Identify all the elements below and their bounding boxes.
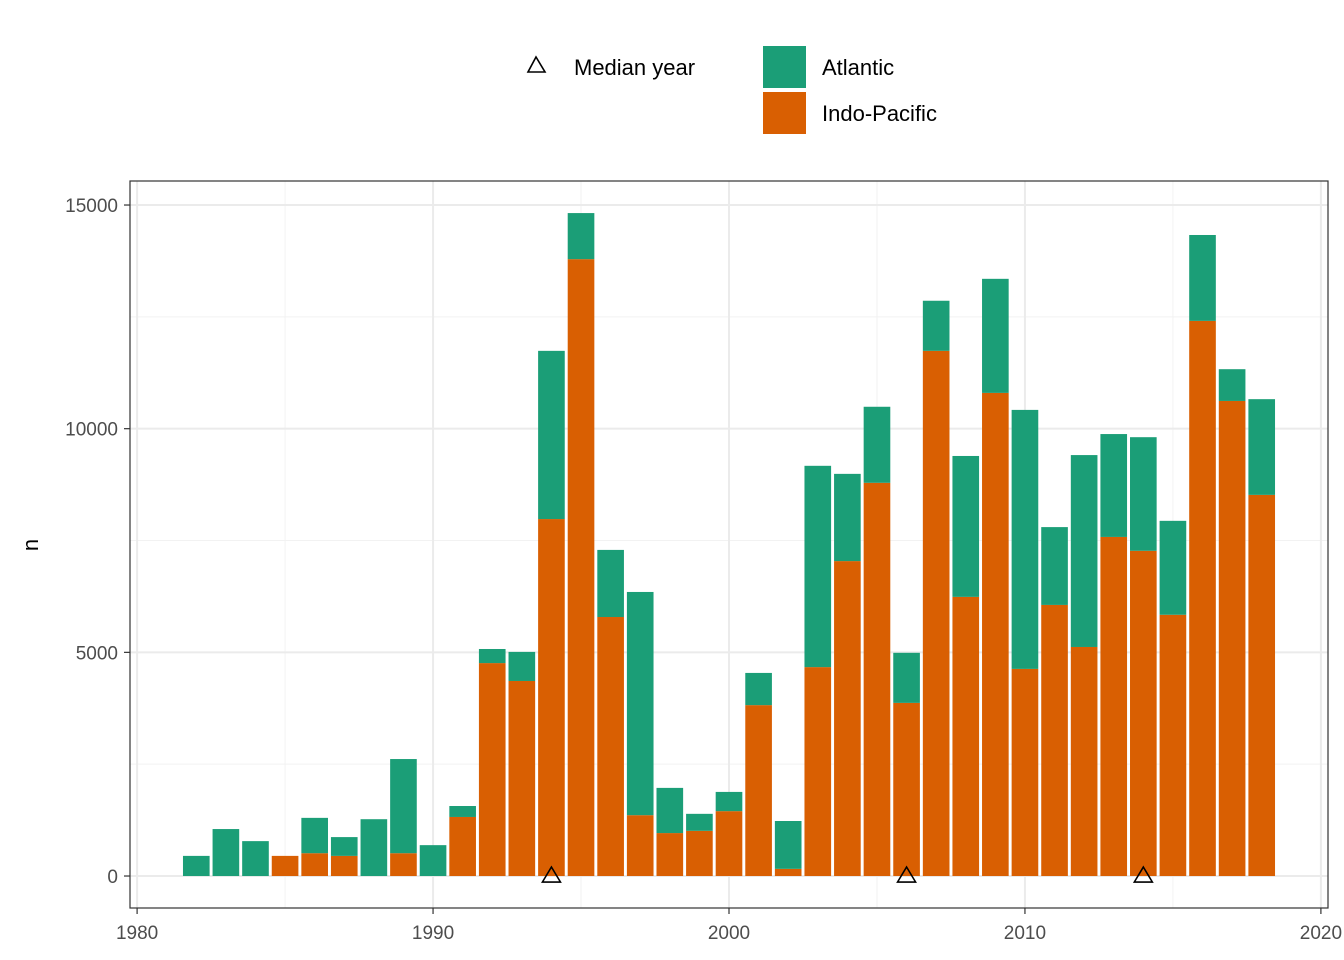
legend-indo-pacific-label: Indo-Pacific xyxy=(822,101,937,126)
bar-indo-pacific-1991 xyxy=(449,816,476,877)
x-tick-label-2010: 2010 xyxy=(1004,923,1046,944)
x-tick-label-2020: 2020 xyxy=(1300,923,1342,944)
bar-atlantic-2009 xyxy=(982,278,1009,393)
x-tick-label-1990: 1990 xyxy=(412,923,454,944)
bar-atlantic-2011 xyxy=(1041,527,1068,605)
bar-atlantic-2016 xyxy=(1189,234,1216,321)
bar-indo-pacific-2006 xyxy=(893,702,920,877)
bar-atlantic-2007 xyxy=(922,300,950,351)
x-tick-label-2000: 2000 xyxy=(708,923,750,944)
bar-atlantic-1996 xyxy=(597,549,624,618)
bar-indo-pacific-2007 xyxy=(922,350,950,877)
bar-indo-pacific-1985 xyxy=(271,855,299,877)
bar-indo-pacific-2002 xyxy=(774,868,802,877)
x-tick-label-1980: 1980 xyxy=(116,923,158,944)
bar-indo-pacific-2004 xyxy=(834,561,861,877)
bar-indo-pacific-2001 xyxy=(745,705,772,877)
legend-median-triangle-icon xyxy=(526,55,547,73)
bar-indo-pacific-2000 xyxy=(715,811,743,877)
bar-atlantic-2000 xyxy=(715,791,743,812)
bar-atlantic-1986 xyxy=(301,817,328,854)
bar-indo-pacific-2009 xyxy=(982,392,1009,877)
bar-atlantic-1984 xyxy=(242,841,269,877)
bar-atlantic-1999 xyxy=(686,813,713,831)
bar-atlantic-2006 xyxy=(893,652,920,703)
legend-indo-pacific-swatch xyxy=(763,92,806,134)
legend-atlantic-swatch xyxy=(763,46,806,88)
bar-indo-pacific-2015 xyxy=(1159,614,1187,877)
bar-atlantic-1982 xyxy=(182,855,210,877)
bar-indo-pacific-2017 xyxy=(1218,400,1246,877)
bar-indo-pacific-1987 xyxy=(330,855,358,877)
y-tick-label-10000: 10000 xyxy=(65,420,118,441)
bar-indo-pacific-1999 xyxy=(686,830,713,877)
median-year-marker-2014 xyxy=(1132,865,1154,883)
legend: Median year Atlantic Indo-Pacific xyxy=(526,46,937,134)
bar-indo-pacific-2014 xyxy=(1130,550,1157,877)
bar-atlantic-2014 xyxy=(1130,437,1157,551)
bar-atlantic-2003 xyxy=(804,465,832,668)
bar-indo-pacific-1993 xyxy=(508,680,536,877)
bar-indo-pacific-1996 xyxy=(597,617,624,877)
bar-indo-pacific-1992 xyxy=(478,663,506,877)
bar-atlantic-1983 xyxy=(212,829,240,877)
bar-atlantic-2002 xyxy=(774,820,802,869)
bar-atlantic-1998 xyxy=(656,787,684,834)
bar-atlantic-2018 xyxy=(1248,399,1276,495)
legend-median-label: Median year xyxy=(574,55,695,80)
bar-atlantic-1988 xyxy=(360,819,388,877)
y-axis-title: n xyxy=(18,539,43,551)
bar-indo-pacific-2008 xyxy=(952,596,980,877)
bar-atlantic-2005 xyxy=(863,406,891,483)
bar-atlantic-1997 xyxy=(626,591,654,816)
bar-indo-pacific-2012 xyxy=(1070,646,1098,877)
bar-atlantic-2010 xyxy=(1011,409,1039,669)
bar-atlantic-1994 xyxy=(538,350,565,520)
bar-indo-pacific-2003 xyxy=(804,667,832,877)
bar-atlantic-2017 xyxy=(1218,369,1246,401)
bar-atlantic-1993 xyxy=(508,651,536,681)
bar-indo-pacific-1998 xyxy=(656,833,684,877)
bar-atlantic-1995 xyxy=(567,213,595,260)
bar-indo-pacific-2016 xyxy=(1189,320,1216,877)
bar-indo-pacific-1989 xyxy=(390,853,417,877)
median-year-marker-2006 xyxy=(896,865,917,883)
bar-atlantic-2012 xyxy=(1070,455,1098,647)
legend-atlantic-label: Atlantic xyxy=(822,55,894,80)
y-tick-label-15000: 15000 xyxy=(65,196,118,217)
median-year-marker-1994 xyxy=(541,865,562,883)
bar-atlantic-2015 xyxy=(1159,520,1187,615)
bar-atlantic-2013 xyxy=(1100,434,1128,537)
bar-atlantic-2008 xyxy=(952,455,980,597)
y-tick-label-0: 0 xyxy=(107,867,118,888)
bar-indo-pacific-1995 xyxy=(567,259,595,877)
bar-atlantic-1987 xyxy=(330,837,358,856)
bar-atlantic-1989 xyxy=(390,759,417,854)
bar-atlantic-1990 xyxy=(419,845,447,877)
bar-indo-pacific-2018 xyxy=(1248,494,1276,877)
bar-indo-pacific-1994 xyxy=(538,519,565,877)
y-tick-label-5000: 5000 xyxy=(76,643,118,664)
bar-indo-pacific-2010 xyxy=(1011,668,1039,877)
bar-atlantic-1991 xyxy=(449,806,476,817)
bar-indo-pacific-2011 xyxy=(1041,604,1068,877)
bar-atlantic-1992 xyxy=(478,648,506,664)
bar-indo-pacific-2005 xyxy=(863,482,891,877)
bar-atlantic-2001 xyxy=(745,672,772,706)
bar-indo-pacific-1997 xyxy=(626,815,654,877)
bar-indo-pacific-1986 xyxy=(301,853,328,877)
bar-indo-pacific-2013 xyxy=(1100,536,1128,877)
bar-atlantic-2004 xyxy=(834,473,861,562)
